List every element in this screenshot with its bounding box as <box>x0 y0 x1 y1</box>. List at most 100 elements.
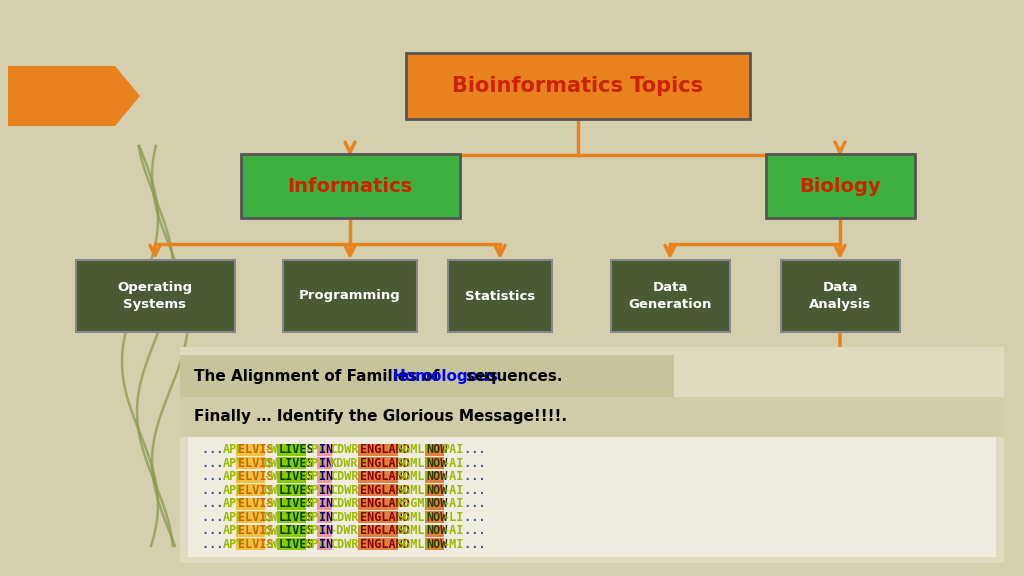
Text: -AI: -AI <box>442 497 464 510</box>
FancyBboxPatch shape <box>766 154 914 218</box>
FancyBboxPatch shape <box>425 498 444 510</box>
Text: NP-: NP- <box>304 497 326 510</box>
Text: IN: IN <box>319 511 334 524</box>
Text: -MI: -MI <box>442 538 464 551</box>
Text: ELVIS: ELVIS <box>238 538 273 551</box>
FancyBboxPatch shape <box>283 260 417 332</box>
Text: ENGLAND: ENGLAND <box>360 511 411 524</box>
Text: APY: APY <box>222 457 244 470</box>
FancyBboxPatch shape <box>358 498 398 510</box>
Text: NOW: NOW <box>427 511 449 524</box>
Text: APY: APY <box>222 538 244 551</box>
Text: The Alignment of Families of: The Alignment of Families of <box>194 369 444 385</box>
Text: NPA: NPA <box>304 524 326 537</box>
Text: ELVIS: ELVIS <box>238 457 273 470</box>
Polygon shape <box>8 66 140 126</box>
FancyBboxPatch shape <box>236 444 265 456</box>
Text: SGMLV-: SGMLV- <box>396 470 439 483</box>
Text: NPA: NPA <box>304 457 326 470</box>
FancyBboxPatch shape <box>425 511 444 524</box>
FancyBboxPatch shape <box>425 538 444 551</box>
Text: RSGMLI: RSGMLI <box>396 497 439 510</box>
Text: ENGLAND: ENGLAND <box>360 484 411 497</box>
FancyBboxPatch shape <box>358 484 398 497</box>
FancyBboxPatch shape <box>317 471 332 483</box>
Text: CDWRT-: CDWRT- <box>330 484 373 497</box>
Text: ...: ... <box>202 470 230 483</box>
Text: SGMLL-: SGMLL- <box>396 538 439 551</box>
Text: APF: APF <box>222 444 244 456</box>
Text: Operating
Systems: Operating Systems <box>118 281 193 311</box>
Text: QWK: QWK <box>263 524 285 537</box>
Text: ELVIS: ELVIS <box>238 484 273 497</box>
Text: QWK: QWK <box>263 511 285 524</box>
FancyBboxPatch shape <box>236 457 265 469</box>
Text: NOW: NOW <box>427 497 449 510</box>
FancyBboxPatch shape <box>236 525 265 537</box>
Text: ...: ... <box>458 470 486 483</box>
Text: sequences.: sequences. <box>461 369 562 385</box>
Text: NOW: NOW <box>427 470 449 483</box>
Text: IN: IN <box>319 470 334 483</box>
Text: LIVES: LIVES <box>279 538 314 551</box>
Text: ...: ... <box>202 497 230 510</box>
FancyBboxPatch shape <box>236 538 265 551</box>
Text: IN: IN <box>319 497 334 510</box>
FancyBboxPatch shape <box>317 484 332 497</box>
Text: SGMLV-: SGMLV- <box>396 511 439 524</box>
FancyBboxPatch shape <box>76 260 234 332</box>
Text: -AI: -AI <box>442 470 464 483</box>
FancyBboxPatch shape <box>236 498 265 510</box>
Text: -LI: -LI <box>442 511 464 524</box>
Text: -WK: -WK <box>263 538 285 551</box>
Text: -WR: -WR <box>263 470 285 483</box>
Text: ...: ... <box>202 484 230 497</box>
FancyBboxPatch shape <box>276 444 306 456</box>
Text: Statistics: Statistics <box>465 290 536 302</box>
FancyBboxPatch shape <box>180 347 1004 563</box>
Text: -PA: -PA <box>304 444 326 456</box>
FancyBboxPatch shape <box>317 444 332 456</box>
Text: ...: ... <box>458 444 486 456</box>
FancyBboxPatch shape <box>425 444 444 456</box>
Text: ENGLAND: ENGLAND <box>360 470 411 483</box>
FancyBboxPatch shape <box>188 437 996 557</box>
Text: NOW: NOW <box>427 484 449 497</box>
Text: CDWRT-: CDWRT- <box>330 470 373 483</box>
Text: LIVES: LIVES <box>279 524 314 537</box>
Text: APF: APF <box>222 511 244 524</box>
Text: NOW: NOW <box>427 524 449 537</box>
Text: ...: ... <box>458 497 486 510</box>
Text: KDWRTY: KDWRTY <box>330 457 373 470</box>
FancyBboxPatch shape <box>236 471 265 483</box>
Text: ELVIS: ELVIS <box>238 497 273 510</box>
FancyBboxPatch shape <box>241 154 460 218</box>
FancyBboxPatch shape <box>317 538 332 551</box>
Text: SGMLV-: SGMLV- <box>396 457 439 470</box>
FancyBboxPatch shape <box>406 53 750 119</box>
Text: ...: ... <box>458 457 486 470</box>
Text: Finally … Identify the Glorious Message!!!!.: Finally … Identify the Glorious Message!… <box>194 410 567 425</box>
Text: QWK: QWK <box>263 484 285 497</box>
Text: -AI: -AI <box>442 524 464 537</box>
Text: CDWRT-: CDWRT- <box>330 444 373 456</box>
Text: NOW: NOW <box>427 444 449 456</box>
Text: SGMLV-: SGMLV- <box>396 484 439 497</box>
Text: ELVIS: ELVIS <box>238 470 273 483</box>
Text: ...: ... <box>458 538 486 551</box>
FancyBboxPatch shape <box>425 484 444 497</box>
FancyBboxPatch shape <box>317 498 332 510</box>
Text: ...: ... <box>458 484 486 497</box>
Text: ...: ... <box>458 511 486 524</box>
Text: IN: IN <box>319 484 334 497</box>
FancyBboxPatch shape <box>276 538 306 551</box>
Text: IN: IN <box>319 457 334 470</box>
Text: CDWRT-: CDWRT- <box>330 497 373 510</box>
FancyBboxPatch shape <box>276 457 306 469</box>
Text: CDWRT-: CDWRT- <box>330 511 373 524</box>
FancyBboxPatch shape <box>276 484 306 497</box>
Text: ...: ... <box>202 524 230 537</box>
Text: PAI: PAI <box>442 444 464 456</box>
Text: APF: APF <box>222 484 244 497</box>
Text: LIVES: LIVES <box>279 497 314 510</box>
